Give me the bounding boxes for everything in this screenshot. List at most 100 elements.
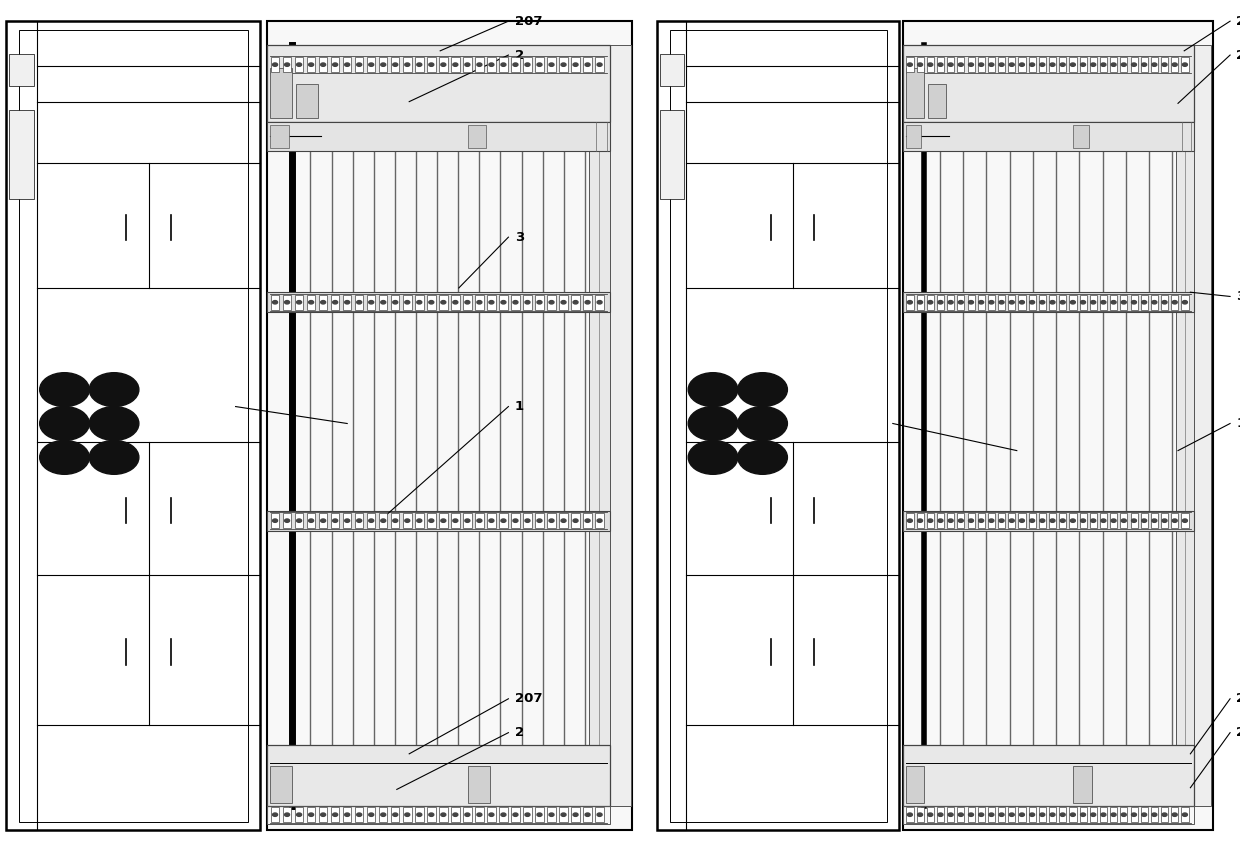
Bar (487, 295, 496, 310)
Bar (464, 295, 471, 310)
Bar (536, 57, 543, 72)
Circle shape (404, 63, 409, 66)
Bar (1121, 513, 1127, 529)
Bar (267, 745, 610, 805)
Circle shape (525, 63, 529, 66)
Circle shape (537, 63, 542, 66)
Circle shape (404, 519, 409, 523)
Circle shape (345, 813, 350, 817)
Circle shape (598, 813, 603, 817)
Bar (343, 513, 351, 529)
Bar (1176, 46, 1194, 805)
Circle shape (501, 63, 506, 66)
Circle shape (285, 813, 290, 817)
Bar (267, 805, 610, 823)
Bar (308, 807, 315, 822)
Circle shape (1070, 813, 1075, 817)
Bar (1090, 513, 1097, 529)
Circle shape (40, 407, 89, 440)
Circle shape (1040, 813, 1045, 817)
Bar (367, 807, 376, 822)
Circle shape (978, 813, 983, 817)
Circle shape (585, 301, 590, 304)
Bar (1172, 807, 1178, 822)
Bar (926, 513, 934, 529)
Circle shape (465, 63, 470, 66)
Circle shape (959, 813, 963, 817)
Circle shape (296, 63, 301, 66)
Circle shape (1172, 63, 1177, 66)
Bar (967, 513, 975, 529)
Circle shape (959, 519, 963, 523)
Circle shape (949, 813, 954, 817)
Bar (1194, 46, 1211, 805)
Bar (1008, 295, 1016, 310)
Circle shape (285, 63, 290, 66)
Bar (295, 807, 304, 822)
Circle shape (1152, 519, 1157, 523)
Bar (6, 21, 37, 830)
Text: 207: 207 (515, 692, 542, 706)
Bar (1100, 57, 1107, 72)
Bar (595, 513, 604, 529)
Bar (1182, 295, 1189, 310)
Bar (1121, 807, 1127, 822)
Bar (906, 513, 914, 529)
Circle shape (1152, 63, 1157, 66)
Circle shape (918, 63, 923, 66)
Text: 2: 2 (1236, 726, 1240, 739)
Bar (270, 513, 279, 529)
Bar (270, 807, 279, 822)
Circle shape (368, 813, 373, 817)
Bar (1110, 295, 1117, 310)
Bar (403, 57, 412, 72)
Bar (403, 807, 412, 822)
Circle shape (537, 301, 542, 304)
Circle shape (453, 301, 458, 304)
Circle shape (1162, 301, 1167, 304)
Circle shape (381, 63, 386, 66)
Circle shape (417, 63, 422, 66)
Circle shape (1040, 301, 1045, 304)
Circle shape (573, 63, 578, 66)
Circle shape (429, 519, 434, 523)
Text: 2: 2 (515, 48, 523, 62)
Circle shape (273, 519, 278, 523)
Bar (1131, 295, 1137, 310)
Bar (475, 295, 484, 310)
Circle shape (918, 519, 923, 523)
Bar (547, 513, 556, 529)
Bar (1029, 807, 1035, 822)
Circle shape (1070, 301, 1075, 304)
Bar (905, 125, 921, 147)
Bar (283, 513, 291, 529)
Bar (270, 295, 279, 310)
Circle shape (598, 301, 603, 304)
Circle shape (404, 301, 409, 304)
Bar (926, 807, 934, 822)
Circle shape (89, 373, 139, 407)
Bar (427, 57, 435, 72)
Bar (270, 125, 289, 147)
Bar (559, 295, 568, 310)
Circle shape (441, 813, 446, 817)
Circle shape (465, 813, 470, 817)
Bar (523, 57, 532, 72)
Bar (1008, 57, 1016, 72)
Circle shape (1152, 301, 1157, 304)
Bar (536, 295, 543, 310)
Circle shape (429, 301, 434, 304)
Bar (998, 295, 1006, 310)
Bar (355, 295, 363, 310)
Circle shape (332, 519, 337, 523)
Circle shape (1060, 63, 1065, 66)
Bar (1110, 513, 1117, 529)
Bar (487, 513, 496, 529)
Circle shape (738, 440, 787, 474)
Bar (928, 84, 946, 119)
Circle shape (928, 301, 932, 304)
Circle shape (999, 519, 1004, 523)
Bar (595, 295, 604, 310)
Bar (1110, 807, 1117, 822)
Bar (283, 295, 291, 310)
